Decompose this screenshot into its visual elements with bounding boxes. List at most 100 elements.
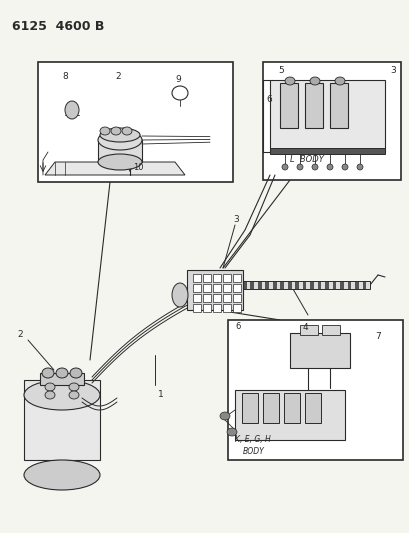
- Ellipse shape: [341, 164, 347, 170]
- Text: 6: 6: [265, 95, 271, 104]
- Bar: [222, 274, 230, 282]
- Text: 6: 6: [234, 322, 240, 331]
- Bar: [276, 281, 280, 289]
- Bar: [246, 281, 250, 289]
- Bar: [304, 83, 322, 128]
- Text: 8: 8: [62, 72, 67, 81]
- Ellipse shape: [24, 380, 100, 410]
- Bar: [306, 281, 310, 289]
- Bar: [302, 281, 306, 289]
- Bar: [358, 281, 362, 289]
- Bar: [38, 62, 232, 182]
- Bar: [291, 281, 295, 289]
- Bar: [298, 281, 303, 289]
- Bar: [234, 390, 344, 440]
- Bar: [243, 281, 247, 289]
- Bar: [280, 281, 284, 289]
- Bar: [193, 294, 200, 302]
- Bar: [193, 274, 200, 282]
- Bar: [222, 304, 230, 312]
- Bar: [324, 281, 328, 289]
- Bar: [279, 83, 297, 128]
- Bar: [362, 281, 366, 289]
- Bar: [243, 281, 369, 289]
- Ellipse shape: [296, 164, 302, 170]
- Bar: [268, 281, 273, 289]
- Bar: [304, 393, 320, 423]
- Bar: [222, 294, 230, 302]
- Bar: [193, 284, 200, 292]
- Text: 10: 10: [133, 163, 143, 172]
- Ellipse shape: [281, 164, 287, 170]
- Ellipse shape: [284, 77, 294, 85]
- Text: 2: 2: [115, 72, 120, 81]
- Bar: [202, 274, 211, 282]
- Bar: [193, 304, 200, 312]
- Bar: [339, 281, 344, 289]
- Ellipse shape: [220, 412, 229, 420]
- Ellipse shape: [70, 368, 82, 378]
- Ellipse shape: [297, 336, 305, 344]
- Ellipse shape: [45, 383, 55, 391]
- Bar: [289, 333, 349, 368]
- Text: 3: 3: [232, 215, 238, 224]
- Bar: [317, 281, 321, 289]
- Bar: [98, 140, 142, 162]
- Ellipse shape: [69, 391, 79, 399]
- Bar: [232, 294, 240, 302]
- Bar: [343, 281, 347, 289]
- Text: 6125  4600 B: 6125 4600 B: [12, 20, 104, 33]
- Bar: [262, 393, 278, 423]
- Bar: [287, 281, 291, 289]
- Bar: [283, 281, 288, 289]
- Bar: [257, 281, 261, 289]
- Bar: [213, 304, 220, 312]
- Bar: [227, 320, 402, 460]
- Bar: [321, 325, 339, 335]
- Ellipse shape: [111, 127, 121, 135]
- Bar: [313, 281, 317, 289]
- Bar: [328, 281, 333, 289]
- Bar: [254, 281, 258, 289]
- Ellipse shape: [45, 391, 55, 399]
- Bar: [232, 304, 240, 312]
- Text: 9: 9: [175, 75, 180, 84]
- Ellipse shape: [98, 154, 142, 170]
- Bar: [283, 393, 299, 423]
- Bar: [232, 274, 240, 282]
- Ellipse shape: [334, 77, 344, 85]
- Bar: [202, 294, 211, 302]
- Ellipse shape: [326, 164, 332, 170]
- Ellipse shape: [100, 128, 139, 142]
- Ellipse shape: [69, 383, 79, 391]
- Ellipse shape: [309, 77, 319, 85]
- Text: BODY: BODY: [243, 447, 264, 456]
- Bar: [213, 274, 220, 282]
- Ellipse shape: [24, 460, 100, 490]
- Bar: [213, 284, 220, 292]
- Bar: [202, 304, 211, 312]
- Bar: [265, 281, 269, 289]
- Bar: [213, 294, 220, 302]
- Ellipse shape: [172, 283, 188, 307]
- Bar: [250, 281, 254, 289]
- Bar: [347, 281, 351, 289]
- Text: 7: 7: [374, 332, 380, 341]
- Bar: [332, 281, 336, 289]
- Ellipse shape: [227, 428, 236, 436]
- Bar: [262, 62, 400, 180]
- Bar: [261, 281, 265, 289]
- Ellipse shape: [65, 101, 79, 119]
- Bar: [329, 83, 347, 128]
- Bar: [354, 281, 358, 289]
- Bar: [202, 284, 211, 292]
- Ellipse shape: [98, 130, 142, 150]
- Bar: [310, 281, 314, 289]
- Text: 5: 5: [277, 66, 283, 75]
- Ellipse shape: [122, 127, 132, 135]
- Bar: [232, 284, 240, 292]
- Text: 4: 4: [302, 323, 308, 332]
- Bar: [24, 380, 100, 460]
- Bar: [321, 281, 325, 289]
- Ellipse shape: [311, 164, 317, 170]
